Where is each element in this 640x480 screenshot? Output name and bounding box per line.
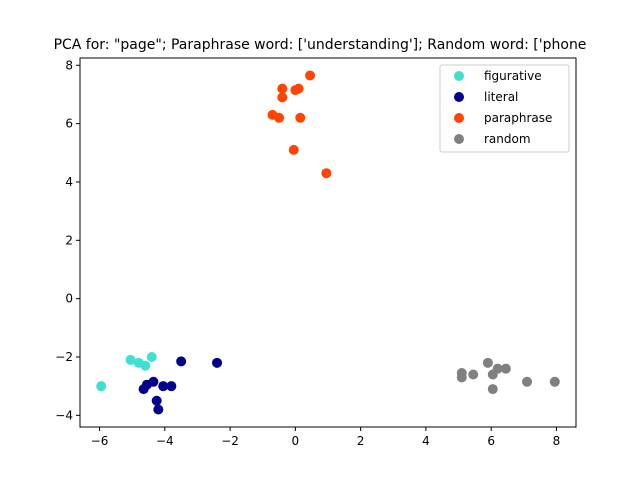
data-point-random bbox=[456, 372, 467, 383]
data-point-figurative bbox=[96, 381, 107, 392]
data-point-random bbox=[492, 363, 503, 374]
legend-label-figurative: figurative bbox=[484, 69, 542, 83]
data-point-paraphrase bbox=[321, 168, 332, 179]
data-point-figurative bbox=[146, 351, 157, 362]
data-point-literal bbox=[212, 357, 223, 368]
x-tick-label: −6 bbox=[91, 434, 109, 448]
data-point-paraphrase bbox=[274, 112, 285, 123]
data-point-literal bbox=[151, 395, 162, 406]
y-tick-label: 2 bbox=[65, 233, 73, 247]
y-tick-label: 0 bbox=[65, 292, 73, 306]
data-point-random bbox=[500, 363, 511, 374]
legend-marker-random bbox=[454, 134, 464, 144]
legend-marker-literal bbox=[454, 92, 464, 102]
x-tick-label: 2 bbox=[357, 434, 365, 448]
x-tick-label: 6 bbox=[487, 434, 495, 448]
data-point-paraphrase bbox=[293, 83, 304, 94]
data-point-literal bbox=[158, 381, 169, 392]
data-point-paraphrase bbox=[305, 70, 316, 81]
data-point-literal bbox=[148, 376, 159, 387]
legend-label-literal: literal bbox=[484, 90, 518, 104]
x-tick-label: 0 bbox=[292, 434, 300, 448]
y-tick-label: 6 bbox=[65, 117, 73, 131]
x-axis: −6 −4 −2 0 2 4 6 8 bbox=[91, 427, 561, 448]
legend-label-paraphrase: paraphrase bbox=[484, 111, 552, 125]
legend-marker-paraphrase bbox=[454, 113, 464, 123]
data-points bbox=[96, 70, 560, 415]
legend: figurative literal paraphrase random bbox=[439, 64, 570, 153]
data-point-paraphrase bbox=[295, 112, 306, 123]
data-point-figurative bbox=[140, 360, 151, 371]
y-axis: −4 −2 0 2 4 6 8 bbox=[55, 58, 80, 422]
data-point-random bbox=[468, 369, 479, 380]
data-point-literal bbox=[153, 404, 164, 415]
y-tick-label: 4 bbox=[65, 175, 73, 189]
data-point-paraphrase bbox=[277, 83, 288, 94]
data-point-literal bbox=[176, 356, 187, 367]
data-point-random bbox=[549, 376, 560, 387]
legend-label-random: random bbox=[484, 132, 531, 146]
data-point-paraphrase bbox=[277, 92, 288, 103]
x-tick-label: 8 bbox=[553, 434, 561, 448]
data-point-random bbox=[522, 376, 533, 387]
y-tick-label: −4 bbox=[55, 408, 73, 422]
x-tick-label: 4 bbox=[422, 434, 430, 448]
data-point-random bbox=[487, 384, 498, 395]
x-tick-label: −2 bbox=[221, 434, 239, 448]
data-point-paraphrase bbox=[288, 144, 299, 155]
data-point-figurative bbox=[125, 354, 136, 365]
x-tick-label: −4 bbox=[156, 434, 174, 448]
data-point-literal bbox=[166, 381, 177, 392]
chart-title: PCA for: "page"; Paraphrase word: ['unde… bbox=[54, 37, 587, 53]
legend-marker-figurative bbox=[454, 71, 464, 81]
y-tick-label: 8 bbox=[65, 58, 73, 72]
legend-box bbox=[439, 64, 570, 153]
data-point-random bbox=[482, 357, 493, 368]
plot-frame bbox=[79, 57, 577, 428]
y-tick-label: −2 bbox=[55, 350, 73, 364]
